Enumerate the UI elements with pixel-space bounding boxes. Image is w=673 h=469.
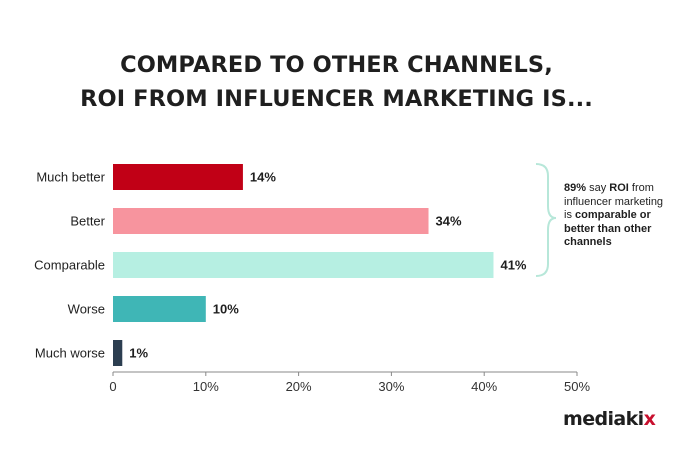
x-tick-label: 50%	[564, 379, 590, 394]
value-label-much-better: 14%	[250, 170, 276, 185]
bar-worse	[113, 296, 206, 322]
annotation-bracket	[535, 163, 557, 277]
annotation-say: say	[586, 182, 610, 194]
chart-title-line-2: ROI FROM INFLUENCER MARKETING IS...	[80, 86, 593, 112]
annotation-text: 89% say ROI from influencer marketing is…	[564, 182, 664, 250]
value-label-much-worse: 1%	[129, 346, 148, 361]
value-label-worse: 10%	[213, 302, 239, 317]
x-tick-label: 20%	[286, 379, 312, 394]
x-tick-label: 30%	[378, 379, 404, 394]
logo-main-text: mediaki	[563, 408, 644, 430]
bar-better	[113, 208, 429, 234]
bar-much-worse	[113, 340, 123, 366]
annotation-roi: ROI	[609, 182, 629, 194]
x-axis: 0 10% 20% 30% 40% 50%	[109, 371, 590, 394]
category-label-much-better: Much better	[36, 170, 105, 185]
mediakix-logo: mediakix	[563, 408, 656, 430]
annotation-conclusion: comparable or better than other channels	[564, 209, 652, 249]
bar-much-better	[113, 164, 243, 190]
annotation-middle: from influencer marketing is	[564, 182, 664, 222]
chart-title-line-1: COMPARED TO OTHER CHANNELS,	[120, 52, 553, 78]
logo-accent-text: x	[643, 408, 656, 430]
category-label-comparable: Comparable	[34, 258, 105, 273]
x-tick-label: 10%	[193, 379, 219, 394]
bars-layer: Much better 14% Better 34% Comparable 41% Wors…	[34, 164, 527, 366]
category-label-better: Better	[70, 214, 105, 229]
x-tick-label: 40%	[471, 379, 497, 394]
x-tick-label: 0	[109, 379, 116, 394]
annotation-percent: 89%	[564, 182, 587, 194]
value-label-comparable: 41%	[500, 258, 526, 273]
chart-title: COMPARED TO OTHER CHANNELS, ROI FROM INF…	[0, 48, 673, 116]
category-label-worse: Worse	[68, 302, 105, 317]
category-label-much-worse: Much worse	[35, 346, 105, 361]
bar-comparable	[113, 252, 494, 278]
value-label-better: 34%	[436, 214, 462, 229]
